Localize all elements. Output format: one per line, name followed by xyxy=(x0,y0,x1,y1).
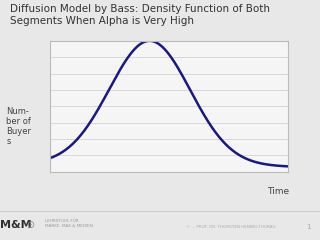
Text: 1: 1 xyxy=(306,224,310,230)
Text: Num-
ber of
Buyer
s: Num- ber of Buyer s xyxy=(6,107,31,146)
Text: Time: Time xyxy=(267,187,290,197)
Text: © ... PROF. DR. THORSTEN HENNIG-THURAU: © ... PROF. DR. THORSTEN HENNIG-THURAU xyxy=(186,225,275,229)
Text: LEHRSTUHL FÜR
MARKE, MAß & MEDIEN: LEHRSTUHL FÜR MARKE, MAß & MEDIEN xyxy=(45,219,92,228)
Text: ⊙: ⊙ xyxy=(26,220,35,230)
Text: Diffusion Model by Bass: Density Function of Both
Segments When Alpha is Very Hi: Diffusion Model by Bass: Density Functio… xyxy=(10,4,270,26)
Text: M&M: M&M xyxy=(0,220,32,230)
